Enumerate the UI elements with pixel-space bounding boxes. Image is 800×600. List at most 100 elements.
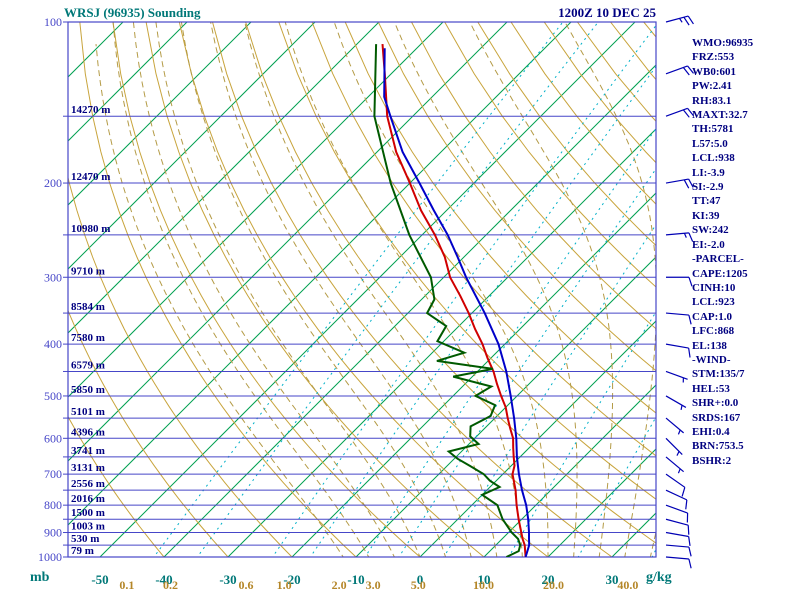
index-item: SRDS:167 [692,411,741,424]
temp-tick-labels: -50 -40 -30 -20 -10 0 10 20 30 [91,572,618,587]
svg-text:2016 m: 2016 m [71,493,105,505]
index-item: RH:83.1 [692,94,732,107]
pressure-ticks [63,21,68,558]
index-item: LCL:938 [692,152,735,165]
index-item: KI:39 [692,209,720,222]
svg-text:79 m: 79 m [71,545,94,557]
svg-text:-40: -40 [155,572,172,587]
svg-text:0.6: 0.6 [239,578,254,592]
index-item: FRZ:553 [692,51,735,64]
index-item: CAPE:1205 [692,267,748,280]
svg-text:900: 900 [44,526,62,540]
parcel-curve [383,48,531,557]
index-item: CINH:10 [692,281,736,294]
dry-adiabats [68,22,656,557]
mixing-ratio-lines [153,22,656,557]
mixing-ratio-labels: 0.1 0.2 0.6 1.0 2.0 3.0 5.0 10.0 20.0 40.0 [119,578,638,592]
index-item: -PARCEL- [692,253,744,266]
index-item: EHI:0.4 [692,425,730,438]
svg-text:1000: 1000 [38,550,62,564]
index-item: PW:2.41 [692,80,733,93]
svg-text:8584 m: 8584 m [71,301,105,313]
index-item: EL:138 [692,339,727,352]
svg-text:400: 400 [44,337,62,351]
svg-text:1.0: 1.0 [277,578,292,592]
svg-text:100: 100 [44,15,62,29]
background-grid [68,22,656,557]
svg-text:-20: -20 [283,572,300,587]
plot-border [67,21,657,558]
svg-text:530 m: 530 m [71,533,99,545]
pressure-lines [68,22,656,557]
moist-adiabats [95,22,656,557]
svg-text:-10: -10 [347,572,364,587]
svg-text:4396 m: 4396 m [71,426,105,438]
isotherms [68,22,656,557]
svg-text:0.1: 0.1 [119,578,134,592]
svg-text:600: 600 [44,431,62,445]
svg-text:5101 m: 5101 m [71,406,105,418]
svg-text:300: 300 [44,270,62,284]
svg-text:3.0: 3.0 [366,578,381,592]
svg-text:200: 200 [44,176,62,190]
pressure-axis-unit-label: mb [30,570,50,585]
index-item: SHR+:0.0 [692,397,739,410]
index-item: TH:5781 [692,123,734,136]
mixing-ratio-unit-label: g/kg [646,570,672,585]
index-item: LI:-3.9 [692,166,725,179]
svg-text:7580 m: 7580 m [71,332,105,344]
svg-text:800: 800 [44,498,62,512]
index-item: WMO:96935 [692,37,754,49]
svg-text:40.0: 40.0 [617,578,638,592]
svg-text:5.0: 5.0 [411,578,426,592]
svg-text:3741 m: 3741 m [71,445,105,457]
svg-text:5850 m: 5850 m [71,384,105,396]
index-item: WB0:601 [692,65,736,78]
svg-text:2.0: 2.0 [332,578,347,592]
svg-text:20: 20 [542,572,555,587]
indices-panel: WMO:96935 FRZ:553 WB0:601 PW:2.41 RH:83.1 MAX… [692,36,753,468]
svg-text:1003 m: 1003 m [71,521,105,533]
index-item: STM:135/7 [692,368,745,381]
wind-barbs [665,15,694,569]
index-item: LFC:868 [692,325,735,338]
index-item: EI:-2.0 [692,238,725,251]
svg-text:6579 m: 6579 m [71,359,105,371]
svg-text:-50: -50 [91,572,108,587]
index-item: CAP:1.0 [692,310,733,323]
svg-text:0.2: 0.2 [163,578,178,592]
index-item: HEL:53 [692,382,730,395]
svg-text:500: 500 [44,389,62,403]
svg-text:-30: -30 [219,572,236,587]
index-item: BSHR:2 [692,454,732,467]
svg-text:700: 700 [44,467,62,481]
index-item: BRN:753.5 [692,440,744,453]
svg-text:10: 10 [478,572,491,587]
index-item: -WIND- [692,353,731,366]
chart-datetime: 1200Z 10 DEC 25 [558,5,656,20]
index-item: SI:-2.9 [692,181,724,194]
svg-text:2556 m: 2556 m [71,478,105,490]
chart-title: WRSJ (96935) Sounding [64,5,201,20]
pressure-tick-labels: 100 200 300 400 500 600 700 800 900 1000 [38,15,62,564]
height-labels: 14270 m 12470 m 10980 m 9710 m 8584 m 7580 m 6… [71,104,110,557]
svg-text:10980 m: 10980 m [71,223,110,235]
svg-text:14270 m: 14270 m [71,104,110,116]
svg-text:1500 m: 1500 m [71,507,105,519]
svg-text:3131 m: 3131 m [71,462,105,474]
svg-text:10.0: 10.0 [473,578,494,592]
sounding-curves [373,44,531,557]
temperature-curve [381,44,527,557]
index-item: TT:47 [692,195,721,208]
index-item: LCL:923 [692,296,735,309]
svg-text:20.0: 20.0 [543,578,564,592]
svg-text:30: 30 [606,572,619,587]
index-item: MAXT:32.7 [692,109,748,122]
svg-text:9710 m: 9710 m [71,265,105,277]
dewpoint-curve [373,44,522,557]
index-item: SW:242 [692,224,729,237]
svg-text:0: 0 [417,572,424,587]
index-item: L57:5.0 [692,137,728,150]
